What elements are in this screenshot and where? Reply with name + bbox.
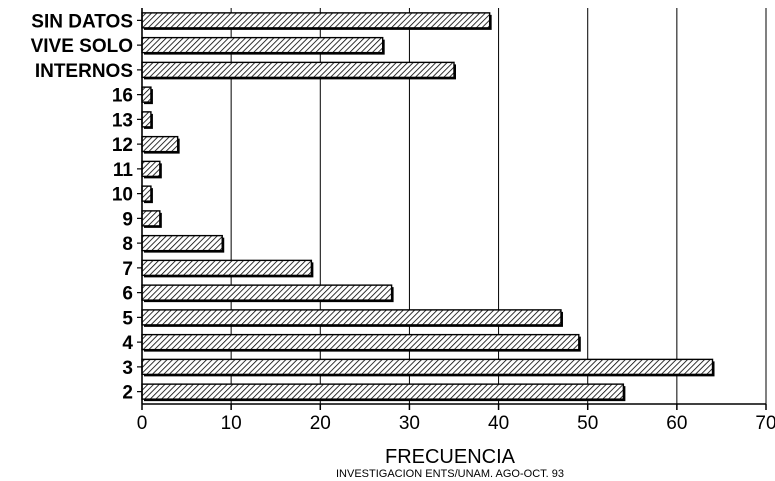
category-label-13: 13: [112, 110, 133, 131]
tick-labels: 0 10 20 30 40 50 60 70: [137, 413, 775, 434]
bar-7: [141, 259, 314, 278]
bar-4: [141, 333, 581, 352]
category-label-12: 12: [112, 135, 133, 156]
category-label-sin-datos: SIN DATOS: [31, 11, 133, 32]
source-note: INVESTIGACION ENTS/UNAM. AGO-OCT. 93: [336, 468, 564, 480]
bar-12: [141, 135, 180, 154]
bar-13: [141, 111, 153, 129]
x-tick-label-60: 60: [666, 413, 687, 434]
bar-16: [141, 86, 153, 105]
category-label-vive-solo: VIVE SOLO: [31, 36, 133, 57]
bar-2: [141, 383, 626, 402]
bar-8: [141, 234, 225, 253]
category-label-5: 5: [122, 308, 133, 329]
bar-11: [141, 160, 162, 179]
bar-10: [141, 185, 153, 204]
x-tick-label-0: 0: [137, 413, 148, 434]
category-label-9: 9: [122, 209, 133, 230]
category-label-6: 6: [122, 284, 133, 305]
bar-5: [141, 309, 563, 327]
category-labels: SIN DATOS VIVE SOLO INTERNOS 16 13 12 11 10 9 8 7 6…: [31, 11, 134, 403]
x-tick-label-70: 70: [755, 413, 775, 434]
bar-9: [141, 210, 162, 228]
category-label-3: 3: [122, 358, 133, 379]
category-label-4: 4: [122, 333, 133, 354]
category-label-internos: INTERNOS: [35, 61, 133, 82]
bars-group: [141, 12, 715, 402]
x-tick-label-40: 40: [488, 413, 509, 434]
category-label-7: 7: [122, 259, 133, 280]
x-tick-label-30: 30: [399, 413, 420, 434]
category-label-8: 8: [122, 234, 133, 255]
category-label-10: 10: [112, 185, 133, 206]
category-label-11: 11: [113, 160, 134, 181]
x-axis-title: FRECUENCIA: [385, 446, 516, 468]
category-label-16: 16: [112, 86, 133, 107]
bar-vive-solo: [141, 36, 385, 55]
x-tick-label-20: 20: [310, 413, 331, 434]
x-tick-label-50: 50: [577, 413, 598, 434]
x-tick-label-10: 10: [221, 413, 242, 434]
bar-sin-datos: [141, 12, 492, 30]
category-label-2: 2: [122, 383, 133, 404]
axes: [137, 8, 767, 410]
bar-6: [141, 284, 394, 303]
bar-3: [141, 358, 715, 377]
bar-internos: [141, 61, 456, 80]
